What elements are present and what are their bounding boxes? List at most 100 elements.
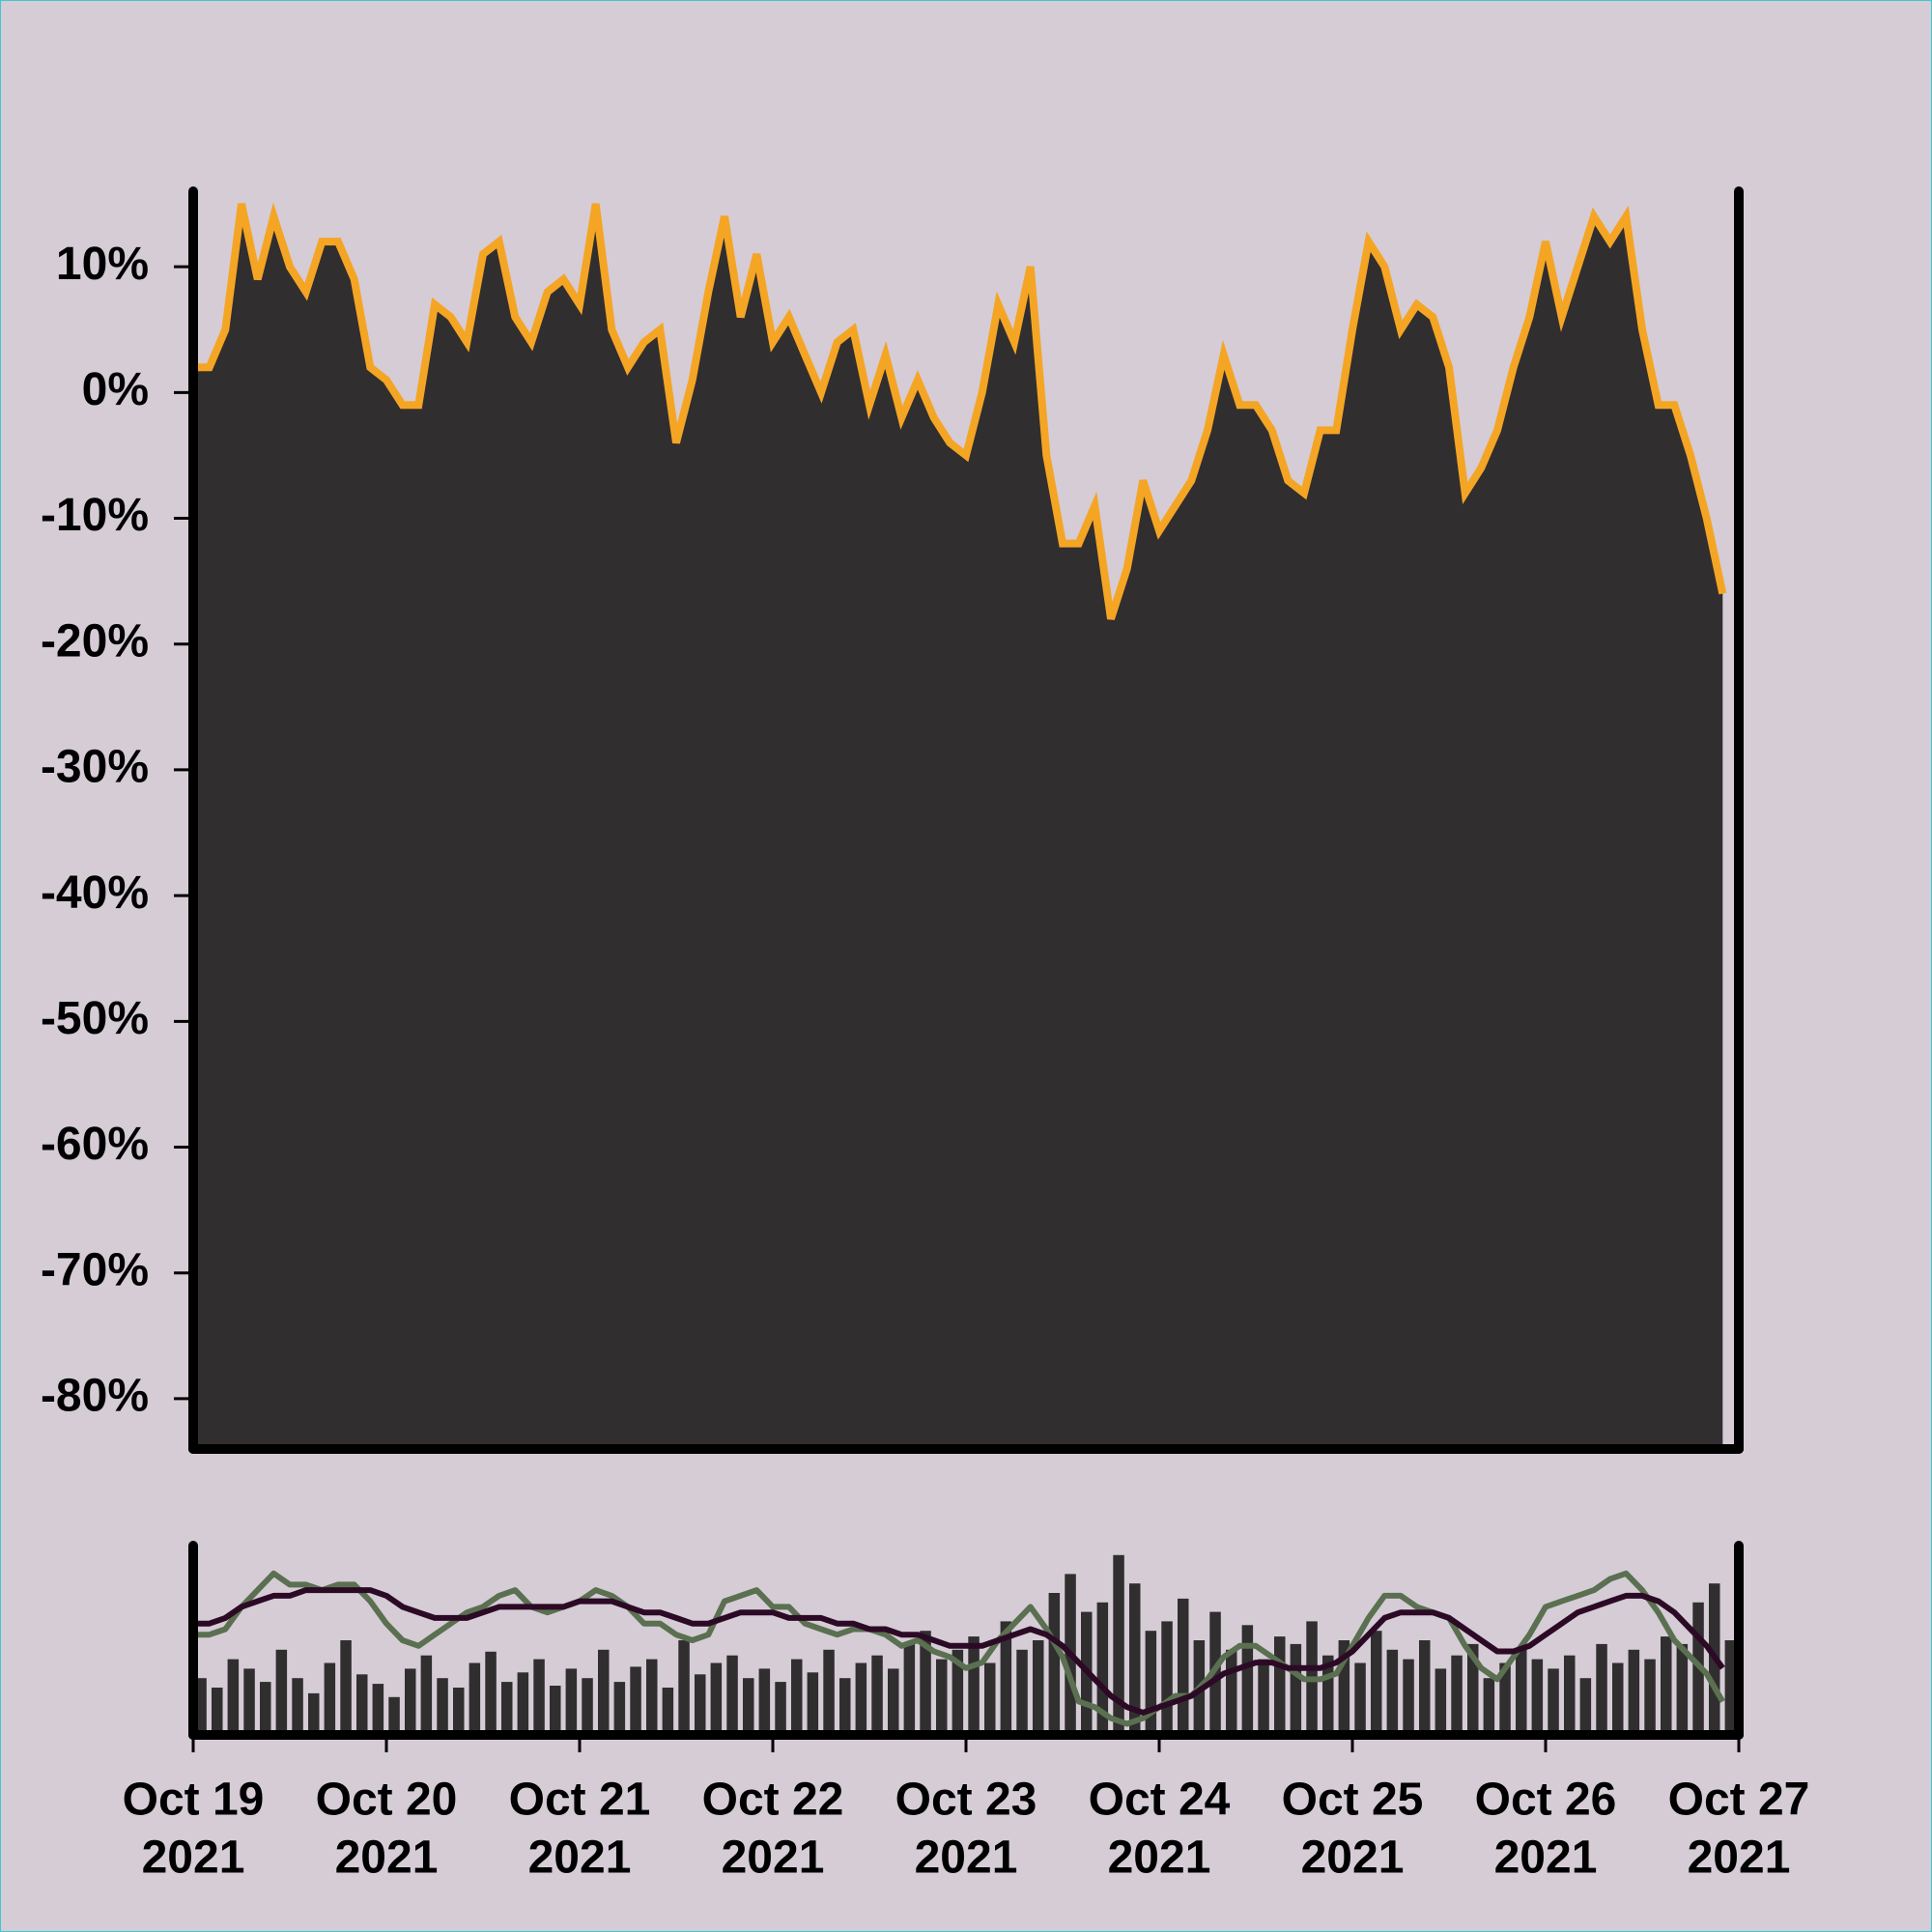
volume-bar	[1531, 1659, 1544, 1735]
volume-bar	[1145, 1631, 1157, 1735]
volume-bar	[260, 1682, 271, 1735]
volume-bar	[613, 1682, 626, 1735]
volume-bar	[227, 1659, 240, 1735]
volume-bar	[1596, 1643, 1607, 1735]
volume-bar	[1290, 1643, 1302, 1735]
volume-bar	[1016, 1649, 1028, 1735]
volume-bar	[550, 1686, 561, 1735]
volume-bar	[533, 1659, 545, 1735]
x-tick-label: 2021	[722, 1833, 825, 1884]
volume-bar	[292, 1678, 303, 1735]
volume-bar	[678, 1640, 690, 1735]
x-tick-label: 2021	[915, 1833, 1018, 1884]
volume-bar	[936, 1659, 948, 1735]
volume-bar	[420, 1655, 433, 1735]
volume-bar	[469, 1662, 481, 1735]
volume-bar	[1338, 1640, 1350, 1735]
volume-bar	[726, 1655, 738, 1735]
volume-bar	[453, 1688, 465, 1735]
x-tick-label: 2021	[1688, 1833, 1791, 1884]
y-tick-label: -10%	[41, 490, 149, 541]
y-tick-label: -70%	[41, 1244, 149, 1295]
volume-bar	[1226, 1649, 1237, 1735]
x-tick-label: Oct 20	[316, 1775, 458, 1826]
price-panel	[193, 202, 1727, 1449]
volume-bar	[1419, 1640, 1431, 1735]
volume-bar	[388, 1696, 400, 1735]
x-tick-label: 2021	[1301, 1833, 1405, 1884]
volume-bar	[1499, 1662, 1511, 1735]
volume-bar	[1371, 1631, 1382, 1735]
volume-bar	[1403, 1659, 1414, 1735]
volume-bar	[952, 1649, 964, 1735]
volume-bar	[437, 1678, 448, 1735]
moving-average-line	[193, 1587, 1725, 1716]
volume-bar	[1161, 1621, 1173, 1735]
volume-bar	[984, 1662, 996, 1735]
volume-bar	[1386, 1649, 1399, 1735]
volume-bar	[517, 1672, 529, 1735]
axes: 10% 0% -10% -20% -30% -40% -50% -60% -70% -80% Oct…	[41, 186, 1810, 1884]
x-tick-label: Oct 26	[1475, 1775, 1617, 1826]
volume-bar	[775, 1682, 786, 1735]
volume-bar	[695, 1674, 706, 1735]
volume-bar	[1612, 1662, 1624, 1735]
volume-bar	[1483, 1678, 1495, 1735]
volume-bar	[1564, 1655, 1576, 1735]
volume-bar	[195, 1678, 207, 1735]
volume-bar	[405, 1668, 416, 1735]
x-tick-label: 2021	[528, 1833, 632, 1884]
y-tick-label: -80%	[41, 1371, 149, 1422]
volume-bar	[1000, 1621, 1012, 1735]
y-tick-label: -60%	[41, 1119, 149, 1170]
x-tick-label: Oct 25	[1282, 1775, 1424, 1826]
volume-panel	[193, 1554, 1737, 1735]
volume-bar	[212, 1688, 223, 1735]
volume-bar	[968, 1636, 980, 1735]
x-tick-label: Oct 19	[123, 1775, 265, 1826]
volume-bar	[1113, 1554, 1124, 1735]
volume-bar	[1178, 1598, 1189, 1735]
volume-bar	[1033, 1640, 1044, 1735]
volume-bar	[823, 1649, 835, 1735]
volume-bar	[1129, 1583, 1141, 1735]
volume-bar	[243, 1668, 255, 1735]
x-tick-label: Oct 27	[1668, 1775, 1810, 1826]
volume-bar	[356, 1674, 368, 1735]
volume-bar	[1724, 1640, 1737, 1735]
volume-bar	[1048, 1593, 1061, 1735]
volume-bar	[582, 1678, 593, 1735]
volume-bar	[920, 1631, 931, 1735]
volume-bar	[324, 1662, 336, 1735]
volume-bar	[501, 1682, 513, 1735]
volume-bar	[807, 1672, 819, 1735]
volume-bar	[1628, 1649, 1640, 1735]
volume-bar	[839, 1678, 851, 1735]
y-tick-label: -20%	[41, 615, 149, 667]
y-tick-label: 10%	[56, 239, 149, 290]
x-tick-label: 2021	[335, 1833, 439, 1884]
volume-bar	[1661, 1636, 1672, 1735]
y-tick-label: -30%	[41, 742, 149, 793]
volume-bar	[1354, 1662, 1366, 1735]
x-tick-label: Oct 21	[509, 1775, 651, 1826]
volume-bar	[630, 1666, 641, 1735]
x-tick-label: 2021	[142, 1833, 245, 1884]
x-tick-label: Oct 22	[702, 1775, 844, 1826]
volume-bar	[758, 1668, 771, 1735]
x-tick-label: 2021	[1108, 1833, 1211, 1884]
volume-bar	[340, 1640, 352, 1735]
volume-bar	[1579, 1678, 1592, 1735]
moving-average-line	[193, 1570, 1725, 1727]
volume-bar	[1435, 1668, 1447, 1735]
volume-bar	[1322, 1655, 1334, 1735]
volume-bar	[888, 1668, 899, 1735]
volume-bar	[1644, 1659, 1656, 1735]
volume-bar	[791, 1659, 803, 1735]
volume-bar	[275, 1649, 288, 1735]
y-tick-label: 0%	[82, 364, 149, 415]
volume-bar	[646, 1659, 658, 1735]
volume-bar	[1516, 1649, 1527, 1735]
